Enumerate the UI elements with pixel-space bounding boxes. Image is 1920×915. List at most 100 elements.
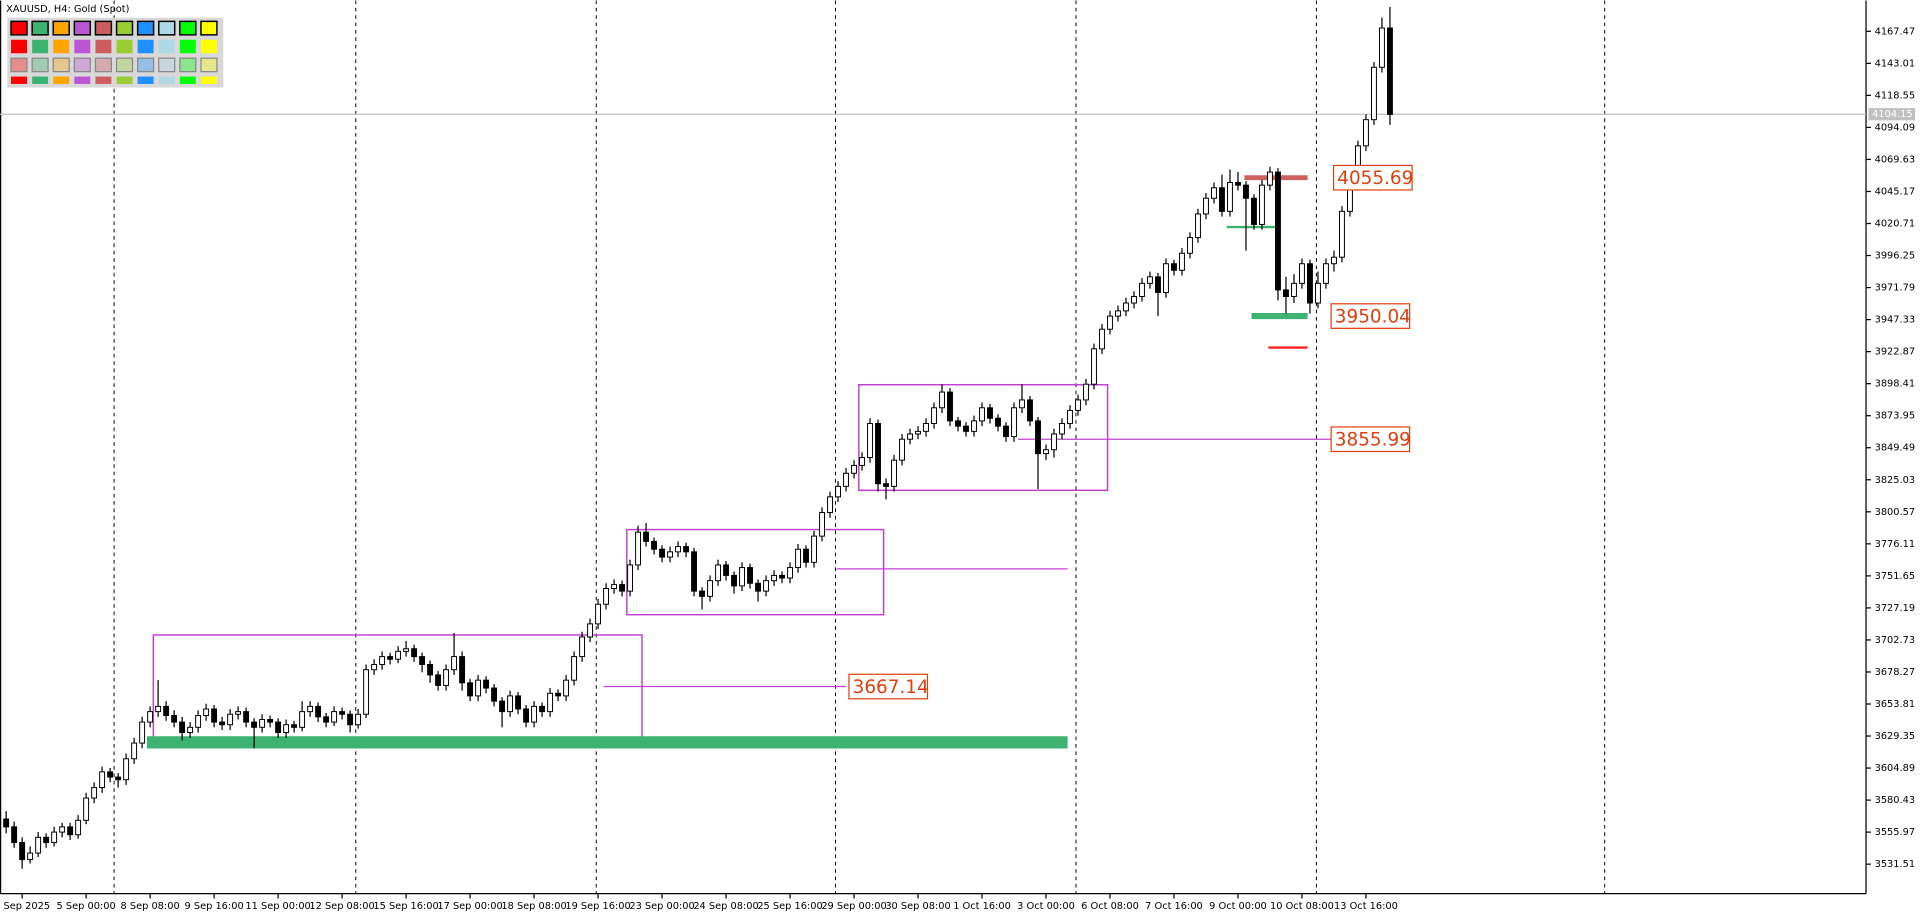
palette-swatch <box>10 57 28 73</box>
candle-body <box>651 540 657 550</box>
candle-body <box>1139 282 1145 297</box>
candle-body <box>403 648 410 652</box>
candle-body <box>203 708 210 717</box>
candle-body <box>1371 66 1377 121</box>
candle-body <box>491 687 498 702</box>
palette-swatch <box>158 57 176 73</box>
candle-body <box>339 711 346 715</box>
candle-body <box>1043 449 1049 455</box>
y-tick-label: 3825.03 <box>1875 475 1916 486</box>
y-tick-label: 3702.73 <box>1875 635 1916 646</box>
candle-body <box>755 582 761 592</box>
candle-body <box>299 711 306 728</box>
candle-body <box>387 656 394 660</box>
candle-body <box>803 548 809 563</box>
last-price-box <box>1868 108 1916 121</box>
candle-body <box>915 430 921 435</box>
candle-body <box>1003 425 1009 438</box>
candle-body <box>1283 289 1289 297</box>
candle-body <box>675 546 681 553</box>
candle-body <box>83 797 90 821</box>
candle-body <box>731 574 737 587</box>
candle-body <box>27 852 34 861</box>
candle-body <box>435 674 442 686</box>
candle-body <box>59 826 66 833</box>
candle-body <box>227 713 234 726</box>
candle-body <box>1091 348 1097 385</box>
candle-body <box>779 574 785 579</box>
candle-body <box>715 564 721 582</box>
x-tick-label: 10 Oct 08:00 <box>1270 901 1334 912</box>
palette-swatch <box>95 39 112 54</box>
candle-body <box>1323 263 1329 284</box>
palette-swatch <box>200 76 217 84</box>
candle-body <box>347 713 354 726</box>
candle-body <box>443 669 450 686</box>
y-tick-label: 3898.41 <box>1875 379 1916 390</box>
x-tick-label: 5 Sep 00:00 <box>57 901 116 912</box>
x-tick-label: 18 Sep 08:00 <box>501 901 566 912</box>
chart-title: XAUUSD, H4: Gold (Spot) <box>6 4 129 15</box>
annotation-label: 3950.04 <box>1335 306 1411 327</box>
candle-body <box>667 551 673 558</box>
candle-body <box>379 656 386 665</box>
candle-body <box>843 472 849 487</box>
candle-body <box>1051 433 1057 451</box>
candle-body <box>179 721 186 734</box>
candle-body <box>563 679 570 697</box>
palette-swatch <box>73 20 92 36</box>
y-tick-label: 3727.19 <box>1875 603 1916 614</box>
candle-body <box>75 819 82 836</box>
candle-body <box>1019 399 1025 409</box>
x-tick-label: 30 Sep 08:00 <box>885 901 950 912</box>
candle-body <box>891 459 897 487</box>
candle-body <box>1243 184 1249 199</box>
candle-body <box>1035 420 1041 455</box>
palette-swatch <box>115 20 134 36</box>
y-tick-label: 3996.25 <box>1875 251 1916 262</box>
y-tick-label: 3800.57 <box>1875 507 1916 518</box>
palette-swatch <box>200 57 218 73</box>
candle-body <box>451 656 458 671</box>
candle-body <box>819 512 825 537</box>
candle-body <box>603 588 610 605</box>
candle-body <box>923 423 929 432</box>
y-tick-label: 3947.33 <box>1875 315 1916 326</box>
candle-body <box>947 391 953 422</box>
candle-body <box>555 692 562 697</box>
y-tick-label: 4094.09 <box>1875 122 1916 133</box>
candle-body <box>931 407 937 424</box>
candle-body <box>483 679 490 689</box>
candle-body <box>1179 252 1185 271</box>
candle-body <box>1251 197 1257 225</box>
y-tick-label: 4069.63 <box>1875 154 1916 165</box>
palette-swatch <box>95 76 112 84</box>
y-tick-label: 3849.49 <box>1875 443 1916 454</box>
candle-body <box>707 580 713 597</box>
candle-body <box>1067 409 1073 424</box>
candle-body <box>355 713 362 726</box>
x-tick-label: 19 Sep 16:00 <box>565 901 630 912</box>
last-price-label: 4104.15 <box>1872 109 1913 120</box>
x-tick-label: 9 Sep 16:00 <box>185 901 244 912</box>
y-tick-label: 3776.11 <box>1875 539 1916 550</box>
candle-body <box>123 758 130 781</box>
palette-swatch <box>31 20 49 36</box>
candle-body <box>1131 295 1137 304</box>
annotation-label: 3855.99 <box>1335 429 1411 450</box>
candle-body <box>307 705 314 713</box>
palette-swatch <box>137 57 155 73</box>
range-box <box>858 383 1109 492</box>
x-tick-label: 17 Sep 00:00 <box>437 901 502 912</box>
candle-body <box>1155 276 1161 294</box>
candle-body <box>211 708 218 723</box>
y-tick-label: 3922.87 <box>1875 347 1916 358</box>
candle-body <box>907 433 913 440</box>
candle-body <box>531 705 538 723</box>
palette-swatch <box>116 76 133 84</box>
candle-body <box>1291 282 1297 297</box>
x-tick-label: 15 Sep 16:00 <box>373 901 438 912</box>
candle-body <box>955 420 961 427</box>
candle-body <box>1331 256 1337 265</box>
